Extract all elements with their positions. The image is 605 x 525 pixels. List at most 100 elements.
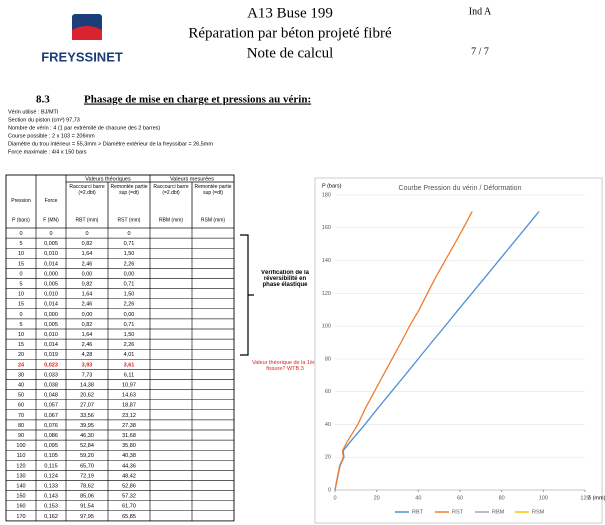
y-tick-label: 160 bbox=[322, 225, 331, 231]
unit-label: RST (mm) bbox=[118, 217, 141, 223]
annotation-box: Vérification de la réversibilité en phas… bbox=[261, 270, 309, 288]
cell-text: 160 bbox=[16, 504, 25, 510]
section-title: Phasage de mise en charge et pressions a… bbox=[84, 94, 311, 106]
table-cell bbox=[149, 349, 193, 360]
cell-text: 0,014 bbox=[44, 261, 58, 267]
cell-text: 0,82 bbox=[82, 282, 93, 288]
chart-frame bbox=[314, 177, 603, 524]
title-line: Réparation par béton projeté fibré bbox=[188, 25, 392, 41]
table-cell bbox=[191, 237, 235, 249]
column-header: Pression bbox=[11, 198, 31, 204]
table-cell bbox=[191, 429, 235, 441]
cell-text: 72,19 bbox=[80, 473, 94, 479]
cell-text: 0,000 bbox=[44, 312, 58, 318]
cell-text: 150 bbox=[16, 494, 25, 500]
bracket bbox=[240, 234, 254, 356]
table-cell bbox=[149, 409, 193, 421]
column-header: Raccourci barre (=2.dbt) bbox=[69, 184, 105, 196]
cell-text: 4,01 bbox=[124, 352, 135, 358]
unit-label: F (MN) bbox=[43, 217, 59, 223]
cell-text: 0,048 bbox=[44, 393, 58, 399]
legend-label: RST bbox=[452, 509, 464, 515]
table-cell bbox=[191, 318, 235, 330]
cell-text: 1,50 bbox=[124, 292, 135, 298]
cell-text: 10,97 bbox=[122, 383, 136, 389]
title-line: A13 Buse 199 bbox=[247, 5, 333, 21]
cell-text: 70 bbox=[18, 413, 24, 419]
cell-text: 50 bbox=[18, 393, 24, 399]
page-number: 7 / 7 bbox=[471, 46, 489, 57]
cell-text: 20,62 bbox=[80, 393, 94, 399]
group-header: Valeurs théoriques bbox=[85, 176, 131, 182]
cell-text: 40 bbox=[18, 383, 24, 389]
cell-text: 0,086 bbox=[44, 433, 58, 439]
table-cell bbox=[191, 500, 235, 512]
x-tick-label: 60 bbox=[457, 495, 463, 501]
table-cell bbox=[149, 237, 193, 249]
cell-text: 10 bbox=[18, 251, 24, 257]
cell-text: 6,11 bbox=[124, 372, 134, 378]
header-box: Remontée partie sup (=dt) bbox=[195, 184, 232, 196]
table-cell bbox=[149, 460, 193, 471]
cell-text: 48,42 bbox=[122, 473, 136, 479]
y-tick-label: 100 bbox=[322, 324, 331, 330]
column-header: Force bbox=[44, 198, 58, 204]
cell-text: 1,50 bbox=[124, 251, 135, 257]
cell-text: 40,38 bbox=[122, 453, 136, 459]
cell-text: 0,00 bbox=[82, 271, 93, 277]
cell-text: 1,64 bbox=[82, 251, 93, 257]
cell-text: 97,95 bbox=[80, 514, 94, 520]
cell-text: 0,014 bbox=[44, 342, 58, 348]
cell-text: 130 bbox=[16, 473, 25, 479]
table-cell bbox=[191, 389, 235, 400]
cell-text: 2,46 bbox=[82, 342, 93, 348]
x-tick-label: 80 bbox=[499, 495, 505, 501]
cell-text: 14,38 bbox=[80, 383, 94, 389]
unit-label: RSM (mm) bbox=[201, 217, 225, 223]
y-tick-label: 180 bbox=[322, 192, 331, 198]
cell-text: 0,71 bbox=[124, 282, 135, 288]
table-cell bbox=[149, 278, 193, 289]
annotation-box: Valeur théorique de la 1ère fissure? WTB… bbox=[252, 360, 318, 372]
cell-text: 24 bbox=[18, 362, 25, 368]
cell-text: 91,54 bbox=[80, 504, 94, 510]
chart-title: Courbe Pression du vérin / Déformation bbox=[399, 185, 522, 192]
cell-text: 0,71 bbox=[124, 322, 135, 328]
table-cell bbox=[149, 338, 193, 350]
legend-label: RSM bbox=[532, 509, 545, 515]
cell-text: 0,115 bbox=[44, 463, 57, 469]
cell-text: 0,162 bbox=[44, 514, 58, 520]
cell-text: 0,143 bbox=[44, 494, 58, 500]
cell-text: 0,82 bbox=[82, 322, 93, 328]
table-cell bbox=[191, 288, 235, 299]
header-box: Remontée partie sup (=dt) bbox=[111, 184, 148, 196]
table-cell bbox=[191, 359, 235, 370]
cell-text: 0,005 bbox=[44, 282, 58, 288]
table-cell bbox=[191, 480, 235, 491]
cell-text: 0 bbox=[85, 231, 88, 237]
table-cell bbox=[191, 338, 235, 350]
cell-text: 110 bbox=[17, 453, 26, 459]
cell-text: 0 bbox=[19, 231, 22, 237]
table-cell bbox=[149, 288, 193, 299]
cell-text: 2,26 bbox=[124, 261, 135, 267]
cell-text: 61,70 bbox=[122, 504, 136, 510]
cell-text: 0,105 bbox=[44, 453, 58, 459]
cell-text: 0 bbox=[19, 271, 22, 277]
cell-text: 140 bbox=[16, 484, 25, 490]
table-frame bbox=[5, 174, 235, 522]
table-cell bbox=[149, 308, 193, 320]
table-cell bbox=[191, 399, 235, 411]
cell-text: 170 bbox=[16, 514, 25, 520]
cell-text: 0,000 bbox=[44, 271, 58, 277]
table-cell bbox=[149, 369, 193, 380]
table-cell bbox=[191, 439, 235, 451]
y-tick-label: 40 bbox=[325, 422, 331, 428]
cell-text: 5 bbox=[19, 322, 22, 328]
table-cell bbox=[149, 359, 193, 370]
cell-text: 0,076 bbox=[44, 423, 58, 429]
cell-text: 0,023 bbox=[44, 362, 58, 368]
cell-text: 60 bbox=[18, 403, 24, 409]
cell-text: 10 bbox=[18, 292, 24, 298]
column-header: Raccourci barre (=2.dbt) bbox=[153, 184, 189, 196]
